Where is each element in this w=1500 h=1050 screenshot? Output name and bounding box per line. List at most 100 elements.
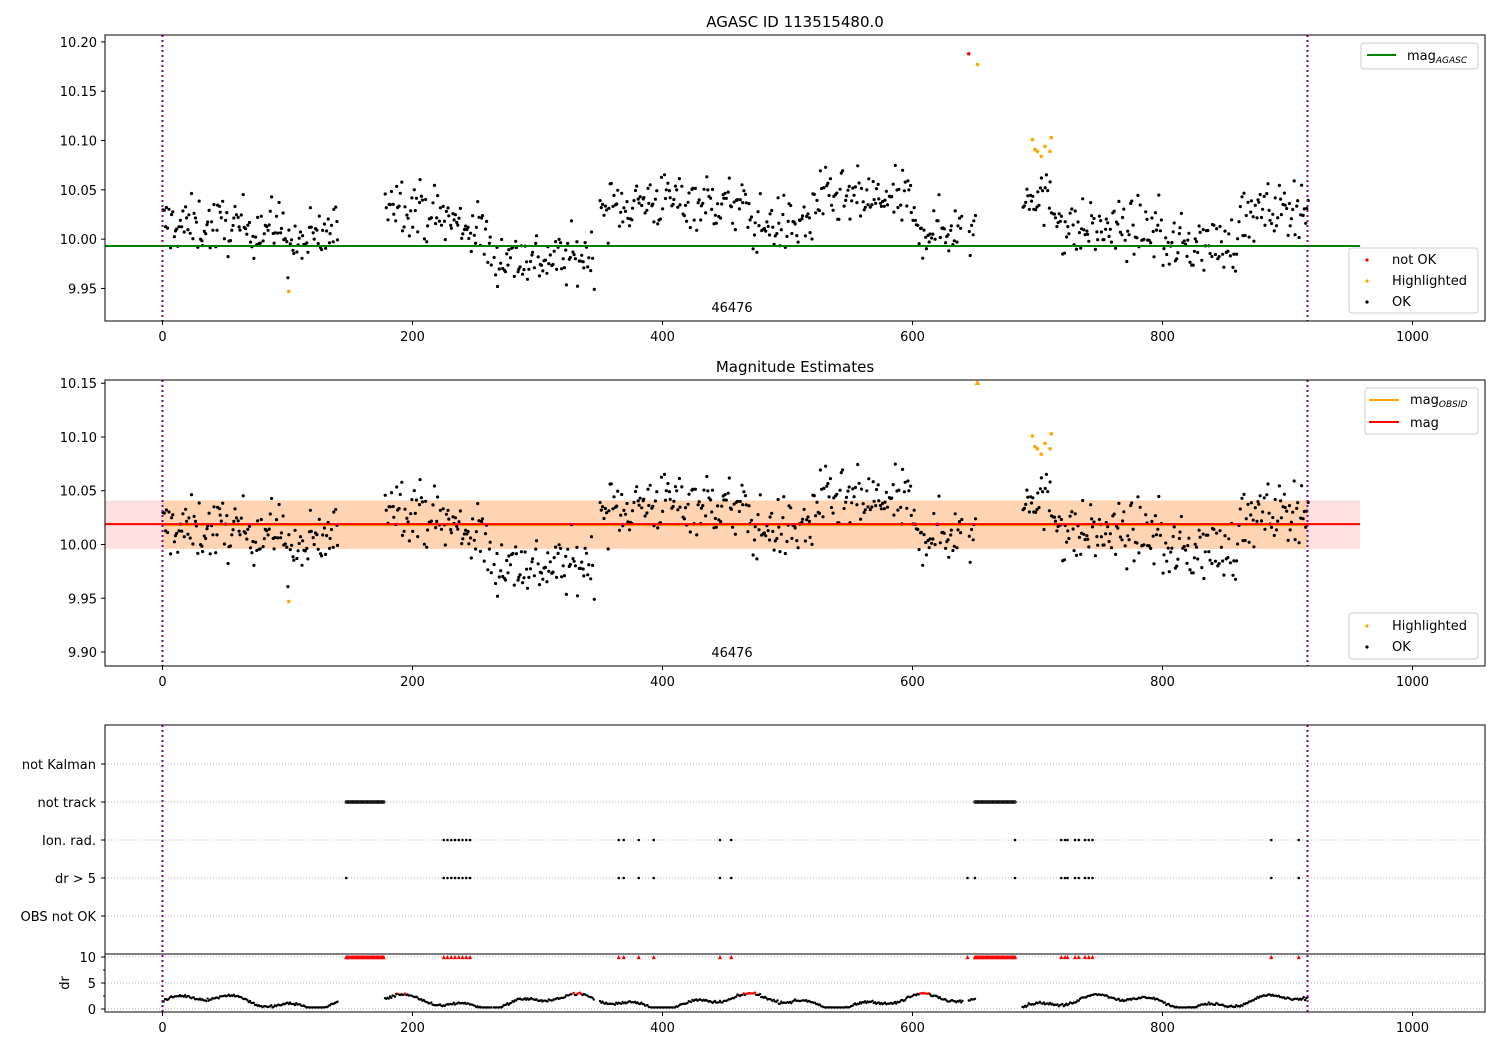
ok-point xyxy=(1283,203,1287,207)
ion-rad-flag xyxy=(1063,838,1067,842)
ok-point xyxy=(842,506,846,511)
ok-point xyxy=(911,218,915,222)
ok-point xyxy=(458,206,462,210)
ok-point xyxy=(164,205,168,210)
ok-point xyxy=(1132,252,1136,256)
ok-point xyxy=(331,545,335,549)
ok-point xyxy=(705,175,709,179)
ok-point xyxy=(1232,559,1236,563)
dr-point-ok xyxy=(686,1001,689,1005)
ok-point xyxy=(827,193,831,198)
ok-point xyxy=(779,228,783,232)
ok-point xyxy=(642,497,646,501)
ok-point xyxy=(517,575,521,579)
ok-point xyxy=(451,212,455,216)
ok-point xyxy=(166,530,170,535)
ok-point xyxy=(1182,239,1186,243)
ok-point xyxy=(1092,216,1096,221)
highlighted-point xyxy=(1049,431,1054,436)
ok-point xyxy=(1034,510,1038,514)
ok-point xyxy=(317,517,321,522)
ok-point xyxy=(1144,513,1148,517)
ok-point xyxy=(591,563,595,568)
ok-point xyxy=(709,498,713,502)
dr-clipped-marker xyxy=(616,954,621,960)
ok-point xyxy=(746,530,750,534)
dr-point-ok xyxy=(390,996,393,1000)
ok-point xyxy=(937,494,941,498)
ok-point xyxy=(877,499,881,503)
dr-gt-5-flag xyxy=(1269,876,1273,880)
ok-point xyxy=(205,527,209,531)
ok-point xyxy=(1121,215,1125,220)
ok-point xyxy=(1066,529,1070,533)
ok-point xyxy=(536,255,540,259)
ok-point xyxy=(916,527,920,532)
ok-point xyxy=(696,503,700,507)
highlighted-point xyxy=(1048,447,1052,451)
ok-point xyxy=(1090,525,1095,529)
ok-point xyxy=(862,208,866,212)
ok-point xyxy=(1104,217,1108,221)
ok-point xyxy=(204,536,208,541)
ok-point xyxy=(412,188,416,192)
ok-point xyxy=(386,218,390,222)
ok-point xyxy=(1300,484,1304,488)
ok-point xyxy=(972,219,976,223)
ok-point xyxy=(879,507,884,511)
ok-point xyxy=(1074,247,1079,251)
ok-point xyxy=(848,217,852,221)
ok-point xyxy=(861,502,865,506)
ok-point xyxy=(285,545,289,549)
ok-point xyxy=(1218,224,1222,229)
ok-point xyxy=(1198,230,1202,234)
ok-point xyxy=(305,546,309,551)
ok-point xyxy=(881,199,885,204)
dr-point-ok xyxy=(591,996,594,999)
ok-point xyxy=(909,513,913,518)
ok-point xyxy=(1129,503,1133,508)
ok-point xyxy=(1144,210,1148,214)
ok-point xyxy=(469,231,473,235)
ok-point xyxy=(1251,518,1255,522)
highlighted-point xyxy=(1043,144,1047,149)
ok-point xyxy=(506,263,510,267)
ok-point xyxy=(406,520,410,524)
ok-point xyxy=(1200,566,1204,570)
ok-point xyxy=(871,179,875,184)
ok-point xyxy=(1026,495,1030,499)
ok-point xyxy=(1273,196,1277,200)
ok-point xyxy=(1067,536,1071,541)
ok-point xyxy=(909,484,913,488)
ok-point xyxy=(489,263,493,267)
ok-point xyxy=(277,502,281,507)
ok-point xyxy=(722,196,726,200)
ok-point xyxy=(329,527,334,532)
ok-point xyxy=(933,237,937,241)
dr-point-ok xyxy=(1233,1005,1237,1009)
x-tick-label: 600 xyxy=(900,330,925,345)
ok-point xyxy=(890,496,894,500)
dr-point-ok xyxy=(776,999,779,1002)
ok-point xyxy=(615,504,619,508)
ok-point xyxy=(1286,538,1290,543)
ok-point xyxy=(1036,491,1040,495)
ok-point xyxy=(685,219,689,223)
ok-point xyxy=(575,594,580,598)
ok-point xyxy=(1142,543,1146,547)
ok-point xyxy=(495,284,500,289)
ok-point xyxy=(881,501,885,505)
ok-point xyxy=(928,537,932,541)
ion-rad-flag xyxy=(449,838,453,842)
ok-point xyxy=(587,563,591,567)
ok-point xyxy=(1093,247,1097,251)
panel-1-frame xyxy=(104,34,1486,322)
ok-point xyxy=(1053,216,1058,220)
ok-point xyxy=(184,205,188,209)
dr-point-ok xyxy=(1152,996,1155,999)
ok-point xyxy=(697,500,701,504)
dr-clipped-marker xyxy=(718,954,722,960)
ok-point xyxy=(557,237,561,241)
ok-point xyxy=(1193,542,1197,546)
ok-point xyxy=(552,249,556,253)
